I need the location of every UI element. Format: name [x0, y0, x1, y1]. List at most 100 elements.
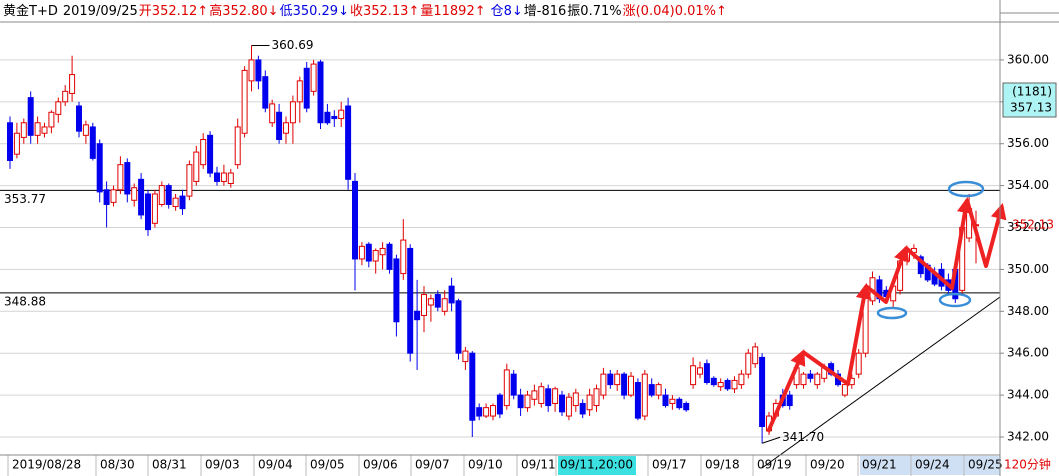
x-tick-label: 09/19	[757, 458, 792, 472]
candle-body	[103, 189, 110, 205]
header-item: 开352.12↑	[139, 4, 208, 19]
y-tick-label: 356.00	[1007, 136, 1049, 150]
candle-body	[496, 394, 503, 415]
candle-body	[400, 239, 407, 275]
x-tick-label: 09/11,20:00	[560, 458, 633, 472]
candle-body	[786, 394, 793, 407]
arrow	[864, 244, 910, 304]
candle-body	[634, 382, 641, 419]
trend-line	[761, 296, 1001, 469]
candle-body	[289, 101, 296, 124]
candle-body	[641, 373, 648, 417]
y-tick-label: 354.00	[1007, 178, 1049, 192]
candle-body	[317, 61, 324, 124]
candle-body	[372, 250, 379, 262]
candle-body	[227, 172, 234, 185]
candle-body	[614, 373, 621, 386]
candle-body	[483, 407, 490, 417]
header-item: 2019/09/25	[63, 4, 138, 19]
annotation-arrows	[766, 196, 1007, 433]
candle-body	[193, 151, 200, 182]
x-tick-label: 09/17	[652, 458, 687, 472]
candle-body	[138, 178, 145, 216]
x-label-highlight	[558, 456, 636, 475]
x-tick-label: 09/24	[915, 458, 950, 472]
circle	[938, 292, 972, 308]
level-label: 353.77	[4, 192, 46, 206]
candle-body	[48, 111, 55, 128]
candle-body	[503, 369, 510, 407]
candle-body	[55, 101, 62, 115]
candle-body	[531, 390, 538, 400]
candle-body	[82, 124, 89, 136]
candle-body	[262, 76, 269, 109]
candle-body	[621, 373, 628, 396]
candle-body	[807, 373, 814, 379]
arrow	[766, 349, 806, 433]
candle-body	[131, 187, 138, 201]
arrow	[904, 196, 973, 290]
candle-body	[145, 193, 151, 231]
candle-body	[552, 388, 559, 404]
arrow	[965, 199, 1007, 268]
candle-body	[117, 164, 124, 191]
candle-body	[151, 193, 158, 224]
last-price: 352.13	[1012, 217, 1054, 231]
candle-body	[607, 373, 614, 386]
header-item: 低350.29↓	[280, 4, 349, 19]
candle-body	[565, 396, 572, 417]
candle-body	[303, 67, 310, 109]
candle-body	[703, 363, 710, 384]
x-tick-label: 2019/08/28	[12, 458, 81, 472]
candle-body	[710, 377, 717, 386]
candle-body	[524, 394, 531, 409]
candle-body	[731, 379, 738, 390]
cursor-count: (1181)	[1012, 85, 1052, 99]
candle-body	[448, 285, 455, 304]
candle-body	[628, 375, 634, 396]
candle-body	[724, 379, 731, 390]
x-tick-label: 09/07	[415, 458, 450, 472]
circle	[947, 180, 985, 198]
x-tick-label: 09/04	[258, 458, 293, 472]
candle-body	[13, 132, 20, 155]
candle-body	[379, 247, 386, 256]
candle-body	[179, 195, 186, 210]
candle-body	[579, 402, 586, 415]
axis-highlight	[860, 456, 1000, 475]
candle-body	[276, 111, 283, 141]
x-tick-label: 09/18	[705, 458, 740, 472]
candle-body	[662, 394, 669, 407]
candle-body	[324, 111, 331, 124]
candle-body	[269, 103, 276, 124]
candle-body	[517, 394, 524, 409]
candle-body	[559, 394, 565, 413]
candle-body	[386, 243, 393, 270]
candle-body	[393, 258, 400, 323]
candle-body	[241, 69, 248, 134]
candle-body	[717, 382, 724, 388]
x-tick-label: 09/05	[310, 458, 345, 472]
candle-body	[469, 352, 476, 421]
header-item: 振0.71%	[567, 4, 621, 19]
candle-body	[510, 373, 517, 396]
y-tick-label: 360.00	[1007, 52, 1049, 66]
candle-body	[62, 90, 69, 103]
candle-body	[207, 134, 214, 174]
x-tick-label: 09/03	[205, 458, 240, 472]
header-item: 收352.13↑	[350, 4, 419, 19]
candle-body	[676, 398, 683, 409]
y-tick-label: 344.00	[1007, 388, 1049, 402]
candle-body	[697, 367, 703, 375]
candle-body	[690, 365, 697, 386]
candle-body	[345, 105, 352, 180]
candle-body	[338, 109, 345, 120]
candle-body	[27, 97, 34, 136]
y-tick-label: 352.00	[1007, 220, 1049, 234]
candle-body	[365, 243, 372, 262]
candle-body	[545, 388, 552, 407]
candle-body	[214, 172, 220, 182]
candle-body	[669, 398, 676, 404]
y-tick-label: 346.00	[1007, 346, 1049, 360]
candle-body	[69, 74, 76, 94]
